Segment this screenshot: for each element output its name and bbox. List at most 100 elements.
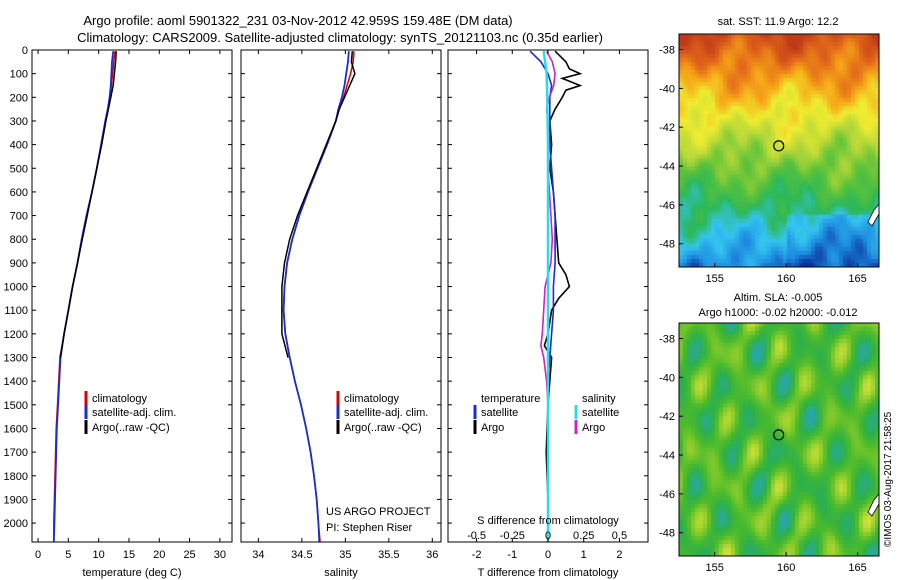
heatmap-cell — [867, 106, 872, 111]
heatmap-cell — [699, 234, 704, 240]
heatmap-cell — [703, 222, 708, 228]
heatmap-cell — [711, 451, 716, 456]
heatmap-cell — [743, 254, 748, 260]
heatmap-cell — [807, 463, 812, 469]
heatmap-cell — [811, 54, 816, 59]
heatmap-cell — [823, 106, 828, 111]
heatmap-cell — [739, 218, 744, 224]
heatmap-cell — [799, 407, 804, 412]
heatmap-cell — [859, 226, 864, 232]
heatmap-cell — [699, 206, 704, 212]
heatmap-cell — [811, 226, 816, 232]
heatmap-cell — [695, 186, 700, 192]
heatmap-cell — [855, 182, 860, 188]
heatmap-cell — [803, 190, 808, 196]
heatmap-cell — [751, 218, 756, 224]
heatmap-cell — [759, 150, 764, 155]
heatmap-cell — [787, 150, 792, 155]
heatmap-cell — [863, 158, 868, 163]
heatmap-cell — [727, 102, 732, 107]
heatmap-cell — [679, 134, 684, 139]
heatmap-cell — [699, 254, 704, 260]
heatmap-cell — [767, 122, 772, 127]
heatmap-cell — [863, 451, 868, 456]
heatmap-cell — [751, 379, 756, 384]
heatmap-cell — [795, 158, 800, 163]
heatmap-cell — [727, 443, 732, 448]
heatmap-cell — [695, 238, 700, 244]
heatmap-cell — [875, 114, 880, 119]
heatmap-cell — [759, 102, 764, 107]
heatmap-cell — [871, 62, 876, 67]
heatmap-cell — [791, 206, 796, 212]
heatmap-cell — [823, 166, 828, 171]
heatmap-cell — [699, 355, 704, 360]
heatmap-cell — [839, 222, 844, 228]
heatmap-cell — [859, 50, 864, 55]
heatmap-cell — [863, 222, 868, 228]
heatmap-cell — [739, 118, 744, 123]
heatmap-cell — [827, 391, 832, 396]
heatmap-cell — [807, 459, 812, 465]
heatmap-cell — [715, 130, 720, 135]
heatmap-cell — [827, 190, 832, 196]
heatmap-cell — [779, 118, 784, 123]
heatmap-cell — [767, 427, 772, 432]
heatmap-cell — [859, 339, 864, 344]
heatmap-cell — [803, 451, 808, 456]
heatmap-cell — [819, 327, 824, 332]
heatmap-cell — [803, 226, 808, 232]
heatmap-cell — [823, 411, 828, 416]
heatmap-cell — [807, 102, 812, 107]
heatmap-cell — [719, 447, 724, 452]
heatmap-cell — [787, 222, 792, 228]
heatmap-cell — [811, 130, 816, 135]
heatmap-cell — [755, 258, 760, 264]
heatmap-cell — [847, 363, 852, 368]
heatmap-cell — [775, 411, 780, 416]
heatmap-cell — [795, 222, 800, 228]
heatmap-cell — [699, 98, 704, 103]
x-tick-label: -0.5 — [467, 530, 486, 542]
heatmap-cell — [851, 166, 856, 171]
heatmap-cell — [695, 222, 700, 228]
heatmap-cell — [859, 331, 864, 336]
heatmap-cell — [679, 50, 684, 55]
heatmap-cell — [803, 447, 808, 452]
heatmap-cell — [763, 323, 768, 328]
heatmap-cell — [683, 38, 688, 43]
heatmap-cell — [691, 367, 696, 372]
heatmap-cell — [767, 70, 772, 75]
heatmap-cell — [727, 395, 732, 400]
heatmap-cell — [871, 455, 876, 460]
heatmap-cell — [843, 411, 848, 416]
heatmap-cell — [679, 327, 684, 332]
heatmap-cell — [867, 70, 872, 75]
heatmap-cell — [799, 238, 804, 244]
heatmap-cell — [715, 246, 720, 252]
heatmap-cell — [751, 98, 756, 103]
heatmap-cell — [687, 122, 692, 127]
heatmap-cell — [871, 242, 876, 248]
heatmap-cell — [851, 218, 856, 224]
heatmap-cell — [739, 431, 744, 436]
heatmap-cell — [811, 62, 816, 67]
heatmap-cell — [847, 62, 852, 67]
heatmap-cell — [795, 383, 800, 388]
heatmap-cell — [811, 411, 816, 416]
heatmap-cell — [851, 451, 856, 456]
heatmap-cell — [767, 367, 772, 372]
heatmap-cell — [723, 130, 728, 135]
heatmap-cell — [767, 118, 772, 123]
heatmap-cell — [839, 459, 844, 465]
heatmap-cell — [703, 262, 708, 268]
heatmap-cell — [831, 50, 836, 55]
heatmap-cell — [683, 431, 688, 436]
x-tick-label: -1 — [507, 549, 517, 561]
heatmap-cell — [787, 371, 792, 376]
heatmap-cell — [863, 403, 868, 408]
heatmap-cell — [791, 347, 796, 352]
heatmap-cell — [859, 190, 864, 196]
heatmap-cell — [771, 54, 776, 59]
heatmap-cell — [839, 34, 844, 39]
